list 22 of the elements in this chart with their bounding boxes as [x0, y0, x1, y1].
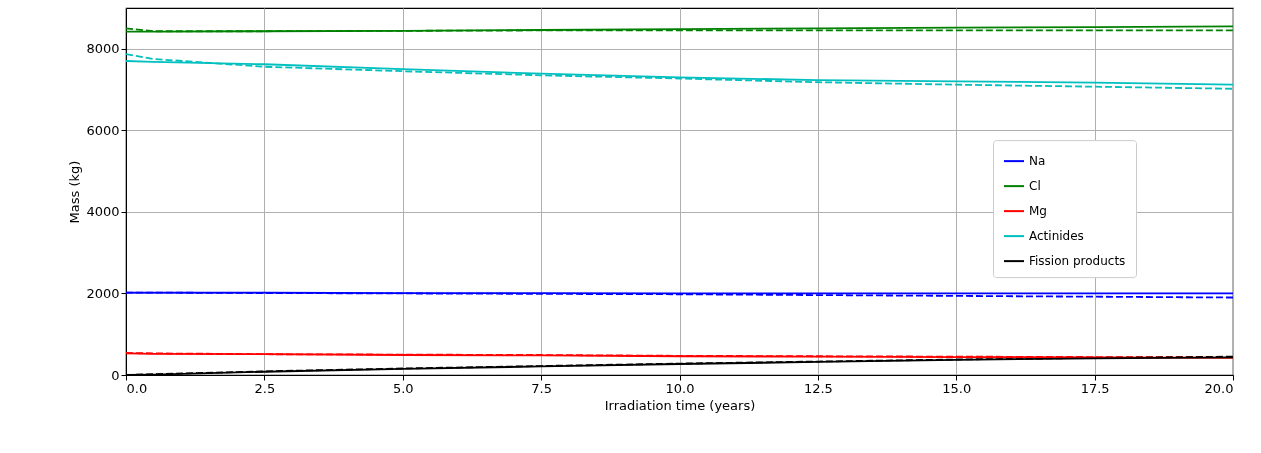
x-tick-label: 5.0	[392, 380, 414, 396]
legend-label: Fission products	[1029, 254, 1126, 269]
legend-label: Actinides	[1029, 229, 1084, 244]
x-tick-label: 17.5	[1080, 380, 1110, 396]
x-tick-label: 15.0	[942, 380, 972, 396]
y-tick-label: 6000	[86, 122, 120, 138]
x-tick-label: 2.5	[254, 380, 276, 396]
line-series	[125, 53, 1234, 90]
y-tick-label: 4000	[86, 204, 120, 220]
legend-label: Na	[1029, 154, 1046, 169]
x-tick-label: 0.0	[126, 380, 148, 396]
y-axis-title: Mass (kg)	[67, 160, 83, 224]
y-tick-label: 2000	[86, 285, 120, 301]
y-tick-label: 0	[111, 367, 120, 383]
legend-label: Cl	[1029, 179, 1041, 194]
x-tick-label: 10.0	[665, 380, 695, 396]
x-tick-label: 7.5	[531, 380, 552, 396]
x-tick-label: 12.5	[803, 380, 833, 396]
x-axis-title: Irradiation time (years)	[604, 397, 756, 413]
x-tick-label: 20.0	[1204, 380, 1234, 396]
legend-label: Mg	[1029, 204, 1047, 219]
y-tick-label: 8000	[86, 41, 120, 57]
